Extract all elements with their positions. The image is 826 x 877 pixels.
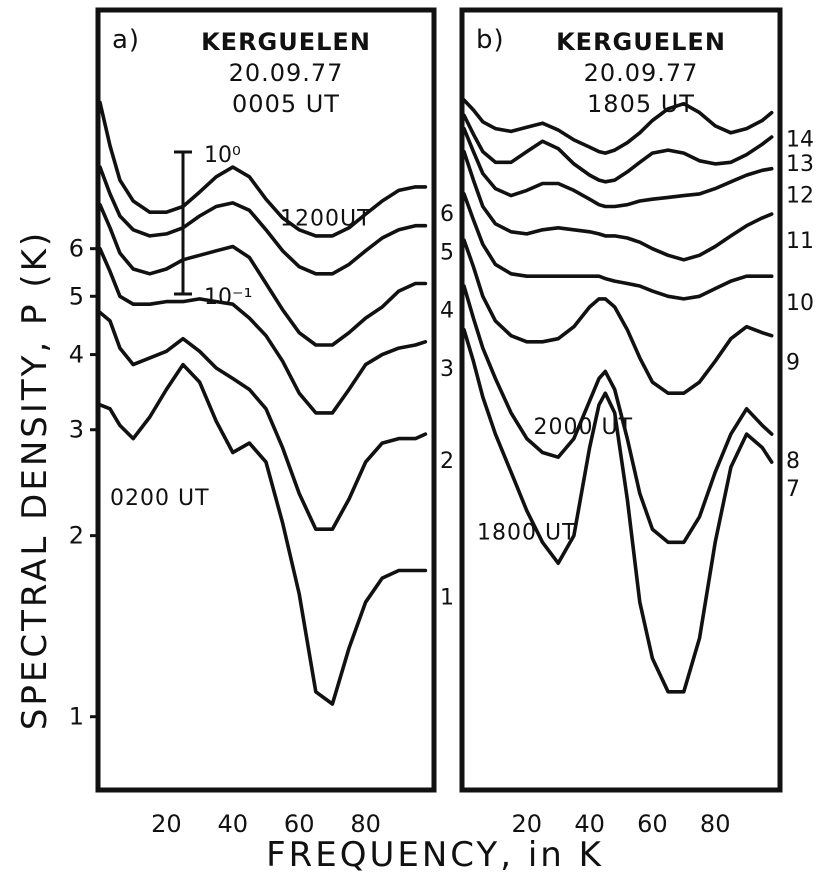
y-tick-label: 6: [69, 235, 84, 263]
series-label-3: 3: [440, 357, 454, 382]
series-line-8: [462, 284, 774, 545]
series-line-6: [98, 100, 428, 238]
x-tick-label: 40: [218, 810, 249, 838]
annotation: 1200UT: [280, 207, 372, 232]
series-label-13: 13: [786, 152, 814, 177]
x-tick-label: 40: [574, 810, 605, 838]
series-label-9: 9: [786, 351, 800, 376]
series-label-7: 7: [786, 477, 800, 502]
series-label-12: 12: [786, 184, 814, 209]
series-label-11: 11: [786, 229, 814, 254]
panel-time: 1805 UT: [587, 90, 695, 118]
series-line-9: [462, 238, 774, 395]
panel-title: KERGUELEN: [201, 28, 371, 56]
panel-frame: [459, 7, 783, 793]
series-line-10: [462, 192, 774, 301]
series-line-14: [462, 98, 774, 155]
panel-b: b) KERGUELEN 20.09.77 1805 UT 20 40 60 80 7 8 9 10 1…: [459, 7, 814, 838]
scale-bar-top-label: 10⁰: [204, 143, 241, 168]
panel-a: a) KERGUELEN 20.09.77 0005 UT 20 40 60 80 1 2 3 4 5 6…: [69, 7, 454, 838]
series-label-10: 10: [786, 291, 814, 316]
series-label-8: 8: [786, 449, 800, 474]
x-tick-label: 80: [700, 810, 731, 838]
x-tick-label: 60: [637, 810, 668, 838]
series-label-14: 14: [786, 128, 814, 153]
series-label-6: 6: [440, 202, 454, 227]
scale-bar-bottom-label: 10⁻¹: [204, 285, 252, 310]
series-line-3: [98, 246, 428, 415]
y-tick-label: 1: [69, 703, 84, 731]
series-label-1: 1: [440, 586, 454, 611]
x-tick-label: 20: [512, 810, 543, 838]
series-line-11: [462, 149, 774, 262]
panel-frame: [95, 7, 437, 793]
series-label-5: 5: [440, 241, 454, 266]
panel-date: 20.09.77: [584, 59, 699, 87]
series-line-4: [98, 202, 428, 347]
y-tick-label: 5: [69, 282, 84, 310]
series-label-2: 2: [440, 449, 454, 474]
y-axis-title: SPECTRAL DENSITY, P (K): [15, 230, 55, 730]
panel-title: KERGUELEN: [556, 28, 726, 56]
series-line-13: [462, 113, 774, 184]
y-tick-label: 4: [69, 341, 84, 369]
y-tick-label: 2: [69, 522, 84, 550]
scale-bar: 10⁰ 10⁻¹: [174, 143, 252, 310]
x-tick-label: 60: [284, 810, 315, 838]
y-tick-label: 3: [69, 416, 84, 444]
series-line-12: [462, 126, 774, 209]
panel-time: 0005 UT: [232, 90, 340, 118]
panel-label: b): [476, 25, 505, 55]
annotation: 2000 UT: [534, 415, 634, 440]
series-line-5: [98, 165, 428, 276]
x-tick-label: 80: [350, 810, 381, 838]
x-axis-title: FREQUENCY, in K: [266, 835, 604, 875]
series-label-4: 4: [440, 299, 454, 324]
panel-label: a): [112, 25, 140, 55]
panel-date: 20.09.77: [229, 59, 344, 87]
annotation: 0200 UT: [110, 486, 210, 511]
series-line-2: [98, 310, 428, 531]
annotation: 1800 UT: [477, 521, 577, 546]
x-tick-label: 20: [151, 810, 182, 838]
series-line-1: [98, 362, 428, 706]
series-line-7: [462, 327, 774, 694]
